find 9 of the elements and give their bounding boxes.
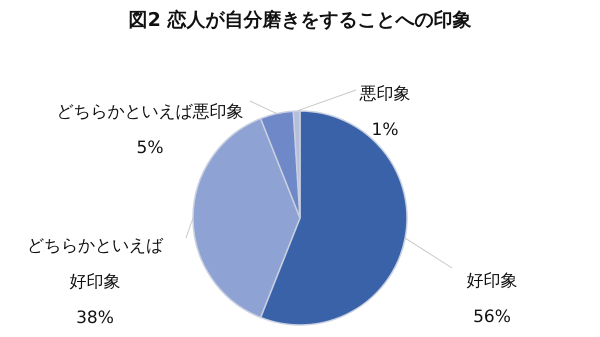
- chart-title: 図2 恋人が自分磨きをすることへの印象: [128, 9, 472, 31]
- data-label: 56%: [473, 307, 511, 327]
- slice-label: どちらかといえば好印象: [27, 236, 164, 292]
- data-label: 5%: [136, 138, 164, 158]
- slice-label: どちらかといえば悪印象: [56, 102, 244, 122]
- data-label: 1%: [372, 120, 398, 140]
- slice-label: 悪印象: [358, 84, 410, 104]
- data-label: 38%: [76, 308, 114, 328]
- slice-label: 好印象: [466, 271, 518, 291]
